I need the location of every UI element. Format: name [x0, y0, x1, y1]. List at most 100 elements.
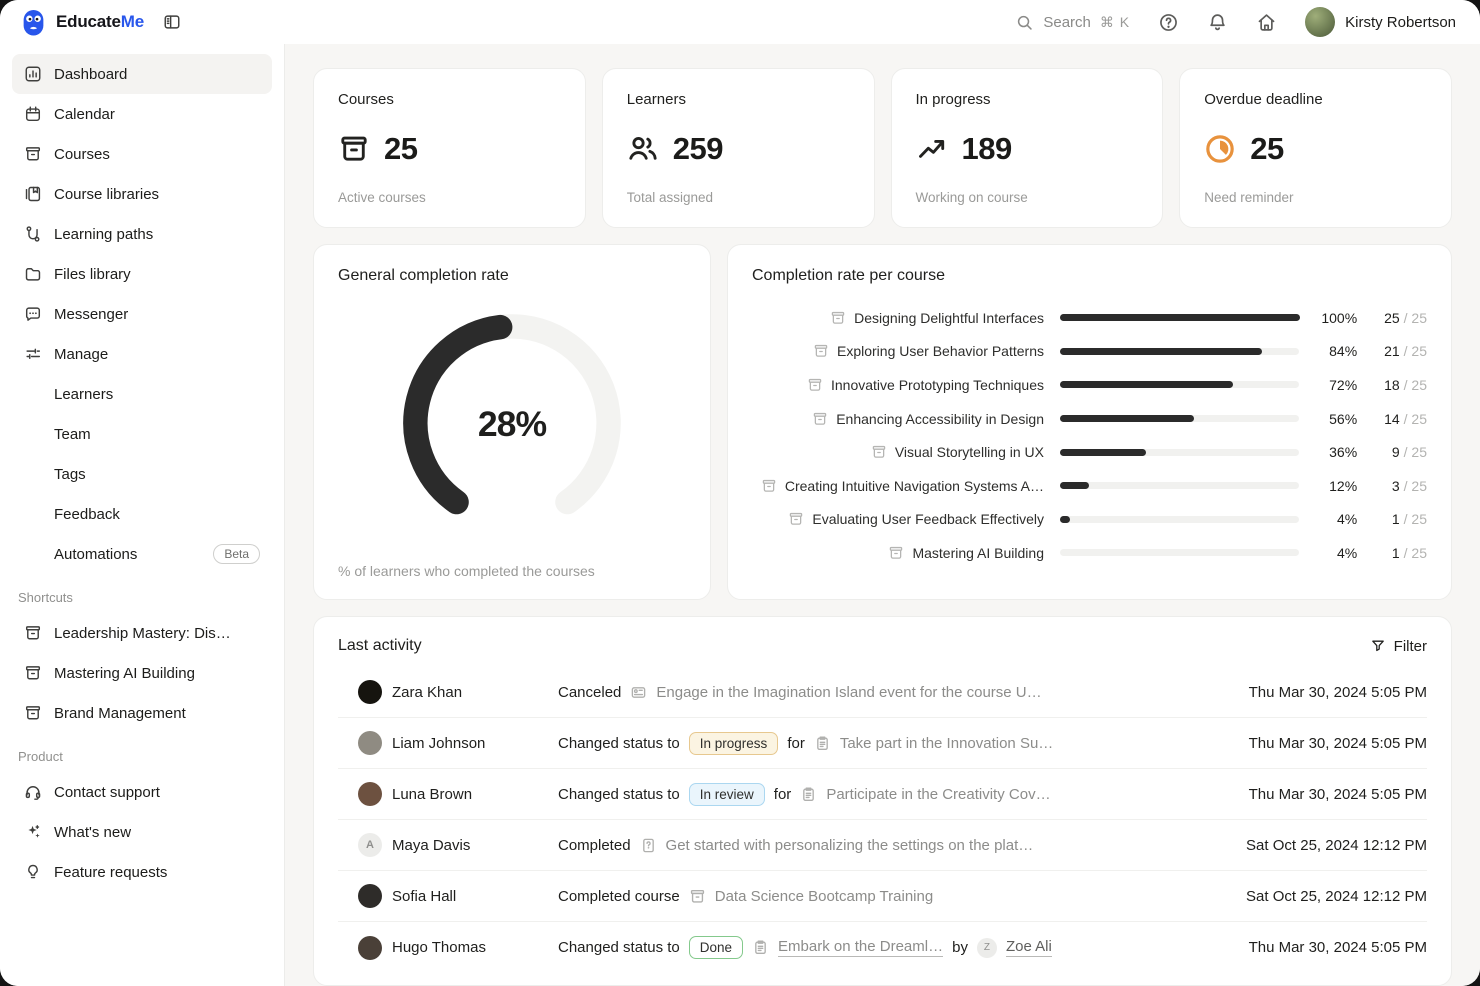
- archive-icon: [761, 478, 777, 494]
- sidebar-item-label: Manage: [54, 345, 109, 363]
- sidebar-item-what-s-new[interactable]: What's new: [12, 812, 272, 852]
- sidebar-item-dashboard[interactable]: Dashboard: [12, 54, 272, 94]
- assignee-link[interactable]: Zoe Ali: [1005, 938, 1052, 957]
- sidebar-item-contact-support[interactable]: Contact support: [12, 772, 272, 812]
- archive-icon: [24, 704, 42, 722]
- user-avatar: [358, 884, 382, 908]
- user-avatar: [1305, 7, 1336, 37]
- sidebar-subitem-tags[interactable]: Tags: [12, 454, 272, 494]
- user-avatar: [358, 782, 382, 806]
- search-button[interactable]: Search ⌘ K: [1015, 13, 1130, 32]
- course-percent: 72%: [1329, 376, 1358, 393]
- sidebar-item-label: Brand Management: [54, 704, 186, 722]
- activity-row[interactable]: Hugo Thomas Changed status to Done Embark o…: [338, 922, 1427, 973]
- archive-icon: [871, 444, 887, 460]
- archive-icon: [807, 377, 823, 393]
- course-bar-row: Innovative Prototyping Techniques 72% 18/ …: [752, 368, 1427, 402]
- assignee-avatar: Z: [976, 937, 997, 958]
- course-count: 14/ 25: [1384, 410, 1427, 427]
- completion-per-course-card: Completion rate per course Designing Del…: [727, 244, 1452, 600]
- sidebar-item-manage[interactable]: Manage: [12, 334, 272, 374]
- filter-button[interactable]: Filter: [1370, 638, 1427, 655]
- sidebar-item-courses[interactable]: Courses: [12, 134, 272, 174]
- sidebar-subitem-label: Automations: [54, 545, 138, 563]
- stat-title: In progress: [915, 91, 991, 108]
- sidebar-subitem-automations[interactable]: Automations Beta: [12, 534, 272, 574]
- sidebar-section-product: Product: [18, 749, 63, 764]
- calendar-icon: [24, 105, 42, 123]
- activity-date: Thu Mar 30, 2024 5:05 PM: [1248, 785, 1427, 803]
- sidebar-item-mastering-ai-building[interactable]: Mastering AI Building: [12, 653, 272, 693]
- beta-badge: Beta: [213, 544, 260, 564]
- status-badge-in-review: In review: [688, 782, 765, 806]
- course-bar-fill: [1060, 314, 1300, 322]
- gauge-value: 28%: [478, 404, 547, 444]
- activity-row[interactable]: Zara Khan Canceled Engage in the Imaginati…: [338, 667, 1427, 718]
- trend-icon: [916, 133, 948, 165]
- notifications-bell-icon[interactable]: [1207, 12, 1228, 33]
- course-bar-track: [1060, 549, 1300, 557]
- course-name: Exploring User Behavior Patterns: [837, 343, 1044, 360]
- help-icon[interactable]: [1158, 12, 1179, 33]
- status-badge-done: Done: [688, 936, 744, 959]
- course-percent: 100%: [1321, 309, 1358, 326]
- course-percent: 56%: [1329, 410, 1358, 427]
- sidebar-item-feature-requests[interactable]: Feature requests: [12, 852, 272, 892]
- activity-item-link: Engage in the Imagination Island event f…: [656, 683, 1042, 701]
- sidebar-item-label: Learning paths: [54, 225, 154, 243]
- sidebar-toggle-icon[interactable]: [163, 13, 181, 31]
- course-bar-track: [1060, 347, 1300, 355]
- course-bar-fill: [1060, 415, 1194, 423]
- sidebar-item-label: Messenger: [54, 305, 129, 323]
- course-count: 1/ 25: [1391, 544, 1427, 561]
- user-menu[interactable]: Kirsty Robertson: [1305, 7, 1456, 37]
- activity-item-link: Participate in the Creativity Cov…: [826, 785, 1051, 803]
- activity-row[interactable]: Sofia Hall Completed course Data Science B…: [338, 871, 1427, 922]
- search-icon: [1015, 13, 1034, 32]
- brand[interactable]: EducateMe: [20, 9, 181, 36]
- stat-title: Courses: [338, 91, 394, 108]
- brand-name: EducateMe: [56, 12, 144, 31]
- sidebar-item-leadership-mastery-dis[interactable]: Leadership Mastery: Dis…: [12, 613, 272, 653]
- stat-subtitle: Total assigned: [626, 190, 714, 205]
- activity-user-name: Hugo Thomas: [392, 939, 486, 956]
- sidebar-subitem-team[interactable]: Team: [12, 414, 272, 454]
- sidebar-subitem-learners[interactable]: Learners: [12, 374, 272, 414]
- sidebar-subitem-label: Learners: [54, 385, 114, 403]
- sidebar-item-label: What's new: [54, 823, 132, 841]
- course-count: 1/ 25: [1391, 511, 1427, 528]
- gauge-card-title: General completion rate: [338, 267, 509, 284]
- sidebar-item-messenger[interactable]: Messenger: [12, 294, 272, 334]
- for-label: for: [773, 785, 792, 803]
- event-icon: [630, 684, 647, 701]
- stat-value: 25: [384, 131, 418, 166]
- sidebar-item-label: Mastering AI Building: [54, 664, 195, 682]
- status-badge-in-progress: In progress: [688, 731, 779, 755]
- home-icon[interactable]: [1256, 12, 1277, 33]
- activity-item-link[interactable]: Embark on the Dreaml…: [778, 938, 944, 957]
- clockpie-icon: [1204, 133, 1236, 165]
- sidebar-item-calendar[interactable]: Calendar: [12, 94, 272, 134]
- course-name: Innovative Prototyping Techniques: [831, 376, 1044, 393]
- stat-title: Learners: [626, 91, 686, 108]
- sidebar-subitem-feedback[interactable]: Feedback: [12, 494, 272, 534]
- activity-action: Changed status to: [558, 785, 680, 803]
- sidebar-item-brand-management[interactable]: Brand Management: [12, 693, 272, 733]
- main-content: Courses 25 Active courses Learners 259 Total …: [285, 44, 1480, 986]
- sidebar-subitem-label: Tags: [54, 465, 86, 483]
- course-name: Enhancing Accessibility in Design: [836, 410, 1044, 427]
- course-name: Creating Intuitive Navigation Systems A…: [784, 477, 1044, 494]
- sidebar-item-learning-paths[interactable]: Learning paths: [12, 214, 272, 254]
- activity-row[interactable]: A Maya Davis Completed Get started with per…: [338, 820, 1427, 871]
- headset-icon: [24, 783, 42, 801]
- chat-icon: [24, 305, 42, 323]
- sidebar-item-files-library[interactable]: Files library: [12, 254, 272, 294]
- course-name: Evaluating User Feedback Effectively: [812, 511, 1044, 528]
- activity-row[interactable]: Liam Johnson Changed status to In progress…: [338, 718, 1427, 769]
- activity-row[interactable]: Luna Brown Changed status to In review for P…: [338, 769, 1427, 820]
- by-label: by: [952, 939, 968, 956]
- course-chart-title: Completion rate per course: [752, 267, 945, 284]
- course-bar-row: Mastering AI Building 4% 1/ 25: [752, 536, 1427, 570]
- sidebar-item-course-libraries[interactable]: Course libraries: [12, 174, 272, 214]
- course-bar-row: Visual Storytelling in UX 36% 9/ 25: [752, 435, 1427, 469]
